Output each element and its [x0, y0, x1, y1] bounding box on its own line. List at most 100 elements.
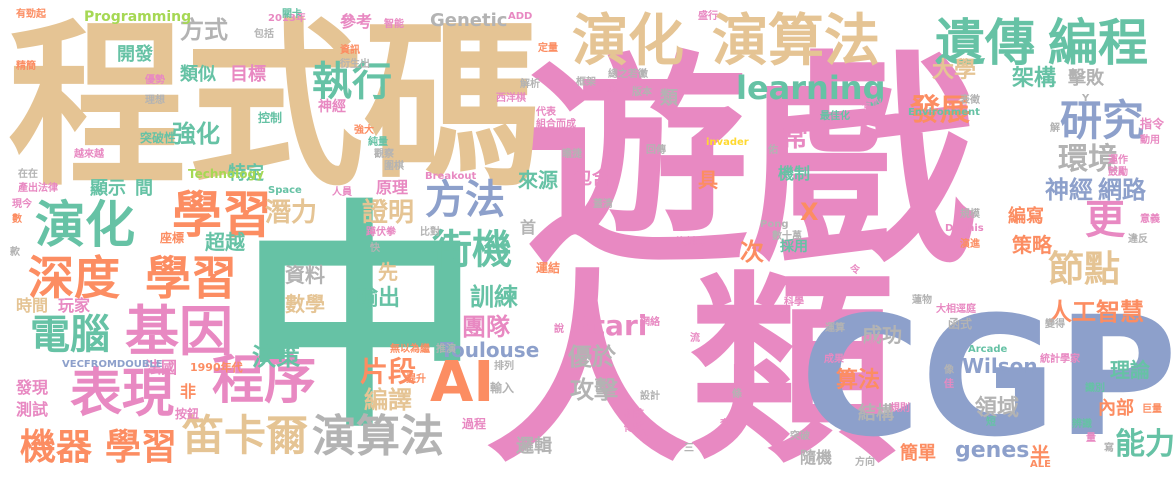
- word: 笛卡爾: [182, 411, 309, 460]
- word: Pong: [760, 219, 789, 230]
- word: 包含: [574, 168, 610, 189]
- word: 中: [240, 180, 481, 460]
- word: 框架: [576, 77, 596, 88]
- word: 動用: [1140, 135, 1160, 146]
- word: Technology: [188, 167, 264, 181]
- word: invader: [706, 137, 749, 148]
- word: 參考: [340, 12, 373, 31]
- word: 內部: [1098, 398, 1134, 419]
- word: 發展: [910, 93, 970, 128]
- word: 快: [370, 243, 380, 254]
- word: 演算法: [712, 9, 880, 74]
- word: 深度: [28, 251, 120, 305]
- word: 圍棋: [384, 161, 404, 172]
- word: 資料庫: [676, 237, 706, 248]
- word: 無以為繼: [390, 344, 430, 355]
- word: 編寫: [1008, 206, 1044, 227]
- word: 西洋棋: [496, 93, 526, 104]
- word: 街機: [432, 227, 512, 273]
- word: 更: [1085, 197, 1125, 243]
- word: 決策: [252, 343, 300, 371]
- word: 年: [640, 431, 653, 445]
- word: Environment: [908, 107, 980, 118]
- word: 表徵: [960, 95, 980, 106]
- word: 機器: [20, 427, 93, 468]
- word: 演進: [960, 239, 980, 250]
- word: 令: [850, 265, 860, 276]
- word: 表現: [70, 364, 175, 424]
- word: 變得: [1045, 319, 1065, 330]
- word: 方向: [855, 457, 875, 468]
- word: 架構: [1012, 66, 1057, 91]
- word: 理論: [1110, 358, 1150, 382]
- word: 定量: [538, 43, 558, 54]
- word: 意義: [1140, 214, 1160, 225]
- word: 控制: [258, 111, 283, 125]
- word: 人工智慧: [1048, 298, 1144, 326]
- word: 原理: [376, 178, 409, 197]
- word: 機制: [778, 164, 811, 183]
- word: 傳統: [624, 423, 644, 434]
- word: 資訊: [340, 45, 360, 56]
- word: 版本: [632, 87, 652, 98]
- word: 採用: [780, 239, 808, 255]
- word: 擊敗: [1068, 68, 1104, 89]
- word: Atari: [570, 309, 648, 342]
- word: 統計學家: [1040, 354, 1080, 365]
- word: 程式碼: [8, 3, 542, 210]
- word: 方法: [425, 177, 505, 223]
- word: 研究: [1060, 96, 1145, 145]
- word: 網路: [1098, 176, 1146, 204]
- word: 座標: [160, 231, 185, 245]
- word: 開發: [117, 44, 153, 65]
- word: 策略: [1012, 233, 1052, 257]
- word: 人腦: [858, 341, 878, 352]
- word: 非: [180, 382, 197, 401]
- word: Y: [1082, 93, 1090, 104]
- word: 相較: [624, 409, 644, 420]
- word: 特定: [228, 163, 264, 184]
- word: 演化: [35, 196, 135, 254]
- word: 常: [782, 123, 809, 153]
- word: 產出法律: [18, 183, 58, 194]
- word: 突破性: [140, 131, 177, 145]
- word: 關卡: [282, 9, 302, 20]
- word: 識別: [1085, 383, 1105, 394]
- word: 演化: [572, 9, 684, 74]
- word: 蓮物: [912, 295, 932, 306]
- word: 包括: [254, 29, 274, 40]
- word: 理想: [145, 95, 165, 106]
- word: 大學: [932, 58, 977, 83]
- word: 大相逕庭: [936, 304, 976, 315]
- word: 隨機: [800, 448, 833, 467]
- word: 2013年: [268, 13, 306, 24]
- word: 具: [698, 168, 718, 192]
- word: 資料: [285, 263, 325, 287]
- word: CGP: [800, 281, 1175, 473]
- word: 遺傳: [935, 14, 1035, 72]
- word: 佳: [944, 379, 954, 390]
- word: 三: [684, 443, 694, 454]
- word: 時間: [16, 296, 49, 315]
- word: 佑: [768, 145, 778, 156]
- word: 規則: [890, 403, 910, 414]
- word: 瞻捷: [562, 149, 582, 160]
- word: 按鈕: [175, 407, 200, 421]
- word: 組合而成: [536, 119, 576, 130]
- word: 團隊: [462, 313, 510, 341]
- word: 簡單: [900, 443, 936, 464]
- word: 片段: [360, 355, 417, 388]
- word: 輸入: [490, 381, 515, 395]
- word: 觀察: [374, 149, 394, 160]
- word: 編譯: [364, 386, 412, 414]
- word: 總之若黴: [608, 69, 648, 80]
- word: 巨量: [1142, 404, 1162, 415]
- word: Breakout: [425, 171, 477, 182]
- word: 寫: [1104, 443, 1114, 454]
- word: Space: [268, 185, 302, 196]
- word: 環境: [1058, 142, 1118, 177]
- word: 優於: [568, 343, 616, 371]
- word: 玩家: [58, 296, 91, 315]
- word: 違反: [1128, 234, 1148, 245]
